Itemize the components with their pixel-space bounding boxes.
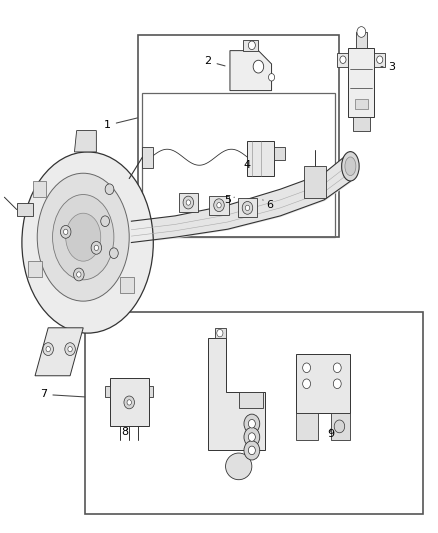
Circle shape bbox=[105, 184, 114, 195]
Bar bbox=[28, 261, 42, 277]
Polygon shape bbox=[179, 193, 198, 212]
Polygon shape bbox=[304, 166, 326, 198]
Polygon shape bbox=[274, 147, 285, 160]
Circle shape bbox=[357, 27, 366, 37]
Text: 4: 4 bbox=[244, 160, 251, 170]
Ellipse shape bbox=[22, 152, 153, 333]
Text: 8: 8 bbox=[121, 427, 128, 437]
Bar bbox=[120, 277, 134, 293]
Ellipse shape bbox=[37, 173, 129, 301]
Circle shape bbox=[248, 419, 255, 428]
Polygon shape bbox=[35, 328, 83, 376]
Polygon shape bbox=[110, 378, 149, 426]
Bar bbox=[355, 99, 368, 109]
Polygon shape bbox=[209, 196, 229, 215]
Text: 1: 1 bbox=[104, 118, 138, 130]
Circle shape bbox=[248, 433, 255, 441]
Circle shape bbox=[333, 363, 341, 373]
Text: 5: 5 bbox=[224, 195, 234, 205]
Bar bbox=[85, 312, 423, 514]
Circle shape bbox=[217, 203, 221, 208]
Polygon shape bbox=[296, 354, 350, 413]
Circle shape bbox=[340, 56, 346, 63]
Polygon shape bbox=[353, 117, 370, 131]
Circle shape bbox=[248, 41, 255, 50]
Polygon shape bbox=[105, 386, 110, 397]
Circle shape bbox=[77, 272, 81, 277]
Circle shape bbox=[268, 74, 275, 81]
Circle shape bbox=[333, 379, 341, 389]
Ellipse shape bbox=[226, 453, 252, 480]
Circle shape bbox=[74, 268, 84, 281]
Polygon shape bbox=[239, 392, 263, 408]
Circle shape bbox=[242, 201, 253, 214]
Polygon shape bbox=[17, 203, 33, 216]
Text: 2: 2 bbox=[205, 56, 225, 66]
Circle shape bbox=[43, 343, 53, 356]
Circle shape bbox=[65, 343, 75, 356]
Circle shape bbox=[60, 225, 71, 238]
Circle shape bbox=[217, 329, 223, 337]
Circle shape bbox=[245, 205, 250, 211]
Polygon shape bbox=[74, 131, 96, 152]
Polygon shape bbox=[296, 413, 318, 440]
Circle shape bbox=[64, 229, 68, 235]
Ellipse shape bbox=[342, 152, 359, 181]
Polygon shape bbox=[374, 53, 385, 67]
Polygon shape bbox=[208, 338, 265, 450]
Circle shape bbox=[183, 196, 194, 209]
Text: 6: 6 bbox=[263, 200, 273, 210]
Text: 9: 9 bbox=[327, 429, 334, 439]
Circle shape bbox=[244, 414, 260, 433]
Polygon shape bbox=[215, 328, 226, 338]
Circle shape bbox=[46, 346, 50, 352]
Polygon shape bbox=[230, 51, 272, 91]
Circle shape bbox=[214, 199, 224, 212]
Bar bbox=[142, 93, 335, 237]
Circle shape bbox=[124, 396, 134, 409]
Circle shape bbox=[244, 441, 260, 460]
Circle shape bbox=[94, 245, 99, 251]
Text: 7: 7 bbox=[40, 390, 85, 399]
Bar bbox=[33, 181, 46, 197]
Circle shape bbox=[377, 56, 383, 63]
Ellipse shape bbox=[66, 213, 101, 261]
Circle shape bbox=[186, 200, 191, 205]
Circle shape bbox=[303, 363, 311, 373]
Ellipse shape bbox=[345, 157, 356, 176]
Circle shape bbox=[68, 346, 72, 352]
Text: 3: 3 bbox=[381, 62, 396, 71]
Polygon shape bbox=[337, 53, 348, 67]
Circle shape bbox=[303, 379, 311, 389]
Polygon shape bbox=[149, 386, 153, 397]
Bar bbox=[138, 35, 339, 237]
Circle shape bbox=[334, 420, 345, 433]
Polygon shape bbox=[331, 413, 350, 440]
Circle shape bbox=[91, 241, 102, 254]
Circle shape bbox=[127, 400, 131, 405]
Circle shape bbox=[244, 427, 260, 447]
Circle shape bbox=[253, 60, 264, 73]
Circle shape bbox=[101, 216, 110, 227]
Ellipse shape bbox=[53, 195, 114, 280]
Polygon shape bbox=[348, 48, 374, 117]
Circle shape bbox=[248, 446, 255, 455]
Circle shape bbox=[110, 248, 118, 259]
Polygon shape bbox=[243, 40, 258, 51]
Polygon shape bbox=[247, 141, 274, 176]
Polygon shape bbox=[238, 198, 257, 217]
Polygon shape bbox=[356, 32, 367, 48]
Polygon shape bbox=[142, 147, 153, 168]
